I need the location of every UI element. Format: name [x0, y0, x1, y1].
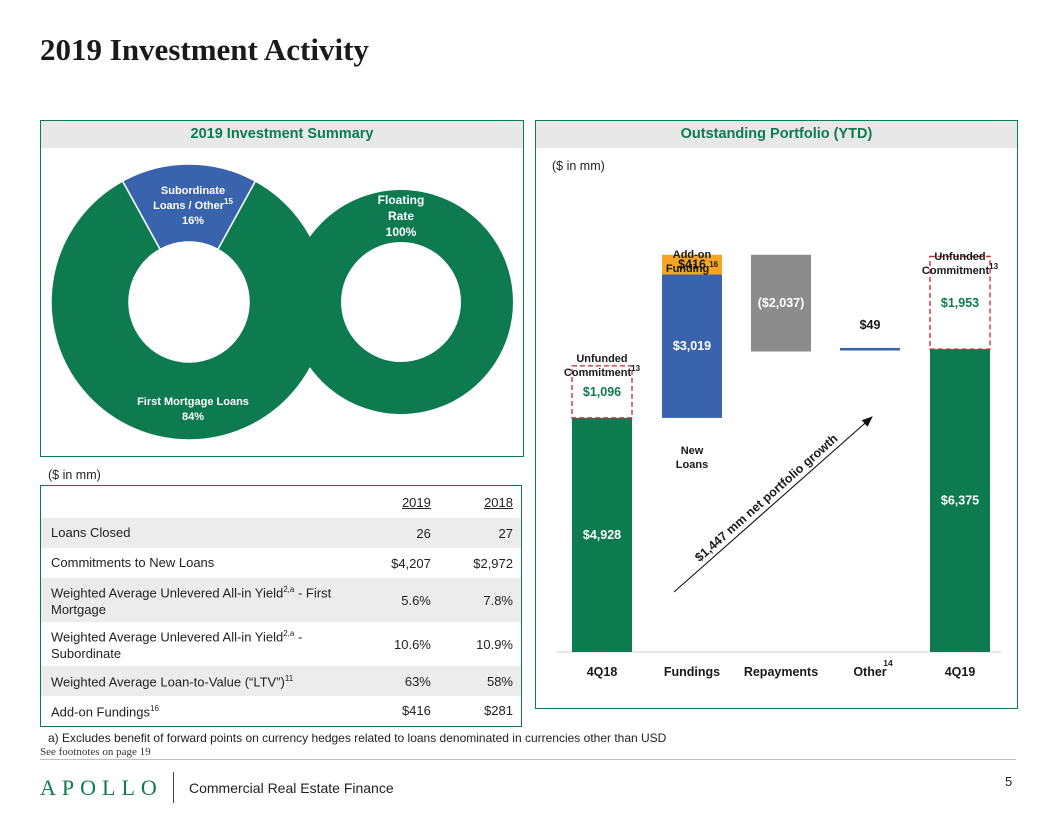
- waterfall-bar: [572, 417, 632, 652]
- slice-label: Subordinate: [161, 185, 225, 197]
- table-cell-2018: $2,972: [473, 555, 513, 571]
- slice-label: First Mortgage Loans: [137, 396, 249, 408]
- investment-summary-title: 2019 Investment Summary: [41, 121, 523, 148]
- bar-value-label: ($2,037): [758, 296, 805, 310]
- page-number: 5: [1005, 774, 1013, 789]
- table-unit-label: ($ in mm): [48, 468, 101, 482]
- bar-value-label: $6,375: [941, 494, 979, 508]
- table-row: Commitments to New Loans $4,207 $2,972: [41, 548, 522, 578]
- category-label: Fundings: [664, 665, 720, 679]
- donut-slice: [289, 190, 513, 414]
- addon-funding-label: Funding16: [666, 260, 719, 275]
- category-label: Other: [853, 665, 886, 679]
- waterfall-bar: [930, 349, 990, 652]
- table-row-label: Add-on Fundings16: [51, 704, 159, 720]
- table-header-2018: 2018: [484, 494, 513, 510]
- unfunded-label: Unfunded: [934, 251, 985, 263]
- logo-divider: [173, 772, 174, 803]
- table-cell-2018: 27: [498, 525, 513, 541]
- bar-value-label: $416: [678, 258, 706, 272]
- new-loans-label: New: [681, 445, 704, 457]
- growth-annotation: $1,447 mm net portfolio growth: [692, 431, 840, 564]
- apollo-logo: APOLLO: [40, 775, 163, 800]
- table-cell-2019: $416: [401, 703, 431, 719]
- slice-label: Rate: [388, 209, 414, 223]
- outstanding-portfolio-title: Outstanding Portfolio (YTD): [536, 121, 1017, 148]
- table-row-label: Loans Closed: [51, 525, 131, 540]
- table-row: Weighted Average Loan-to-Value (“LTV”)11…: [40, 666, 522, 696]
- table-row: Weighted Average Unlevered All-in Yield2…: [40, 578, 522, 622]
- table-row: Weighted Average Unlevered All-in Yield2…: [41, 622, 522, 666]
- slice-label: Loans / Other15: [153, 197, 233, 212]
- category-label: Repayments: [744, 665, 818, 679]
- table-row: Loans Closed 26 27: [40, 518, 522, 548]
- see-footnotes-note: See footnotes on page 19: [40, 746, 151, 758]
- waterfall-chart: $4,928 $1,096 $3,019 $416 ($2,037) $49 $6,375 $…: [556, 249, 1001, 679]
- waterfall-bar: [751, 254, 811, 352]
- table-header-row: 2019 2018: [41, 486, 522, 519]
- unfunded-label: Unfunded: [576, 353, 627, 365]
- waterfall-bar: [662, 274, 722, 418]
- footer-divider-line: [40, 759, 1016, 760]
- chart-unit-label: ($ in mm): [552, 159, 605, 173]
- bar-value-label: $1,953: [941, 296, 979, 310]
- table-cell-2019: 5.6%: [401, 592, 431, 608]
- table-row: Add-on Fundings16 $416 $281: [41, 696, 522, 726]
- table-cell-2018: 10.9%: [476, 636, 513, 652]
- unfunded-label: Commitment13: [922, 262, 999, 277]
- investment-summary-table: 2019 2018 Loans Closed 26 27 Commitments to…: [40, 485, 522, 727]
- table-cell-2018: 7.8%: [483, 592, 513, 608]
- table-header-blank: [41, 486, 358, 519]
- table-cell-2019: 26: [416, 525, 431, 541]
- page-title: 2019 Investment Activity: [40, 32, 369, 67]
- slice-percent: 84%: [182, 411, 204, 423]
- unfunded-commitment-bar: [929, 255, 991, 350]
- waterfall-bar: [662, 254, 722, 275]
- footnote-a: a) Excludes benefit of forward points on…: [48, 731, 667, 745]
- category-sup: 14: [883, 658, 893, 668]
- table-row-label: Commitments to New Loans: [51, 555, 215, 570]
- table-cell-2019: $4,207: [391, 555, 431, 571]
- table-row-label: Weighted Average Unlevered All-in Yield2…: [51, 629, 303, 661]
- bar-value-label: $49: [860, 318, 881, 332]
- table-cell-2018: $281: [484, 703, 513, 719]
- bar-value-label: $1,096: [583, 385, 621, 399]
- division-name: Commercial Real Estate Finance: [189, 780, 394, 796]
- table-cell-2019: 63%: [404, 673, 431, 689]
- slice-percent: 16%: [182, 215, 204, 227]
- table-row-label: Weighted Average Loan-to-Value (“LTV”)11: [51, 674, 294, 690]
- slice-label: Floating: [378, 193, 425, 207]
- table-row-label: Weighted Average Unlevered All-in Yield2…: [51, 585, 332, 617]
- growth-arrow: [673, 416, 873, 593]
- outstanding-portfolio-panel: Outstanding Portfolio (YTD) ($ in mm) $4…: [535, 120, 1018, 709]
- category-label: 4Q19: [945, 665, 976, 679]
- category-label: 4Q18: [587, 665, 618, 679]
- investment-summary-panel: 2019 Investment Summary Subordinate Loans…: [40, 120, 524, 457]
- addon-funding-label: Add-on: [673, 249, 712, 261]
- bar-value-label: $3,019: [673, 339, 711, 353]
- bar-value-label: $4,928: [583, 528, 621, 542]
- table-cell-2019: 10.6%: [394, 636, 431, 652]
- slice-percent: 100%: [386, 225, 417, 239]
- unfunded-label: Commitment13: [564, 364, 641, 379]
- table-header-2019: 2019: [401, 494, 431, 510]
- table-cell-2018: 58%: [486, 673, 513, 689]
- donut-slice: [121, 163, 257, 251]
- new-loans-label: Loans: [676, 459, 708, 471]
